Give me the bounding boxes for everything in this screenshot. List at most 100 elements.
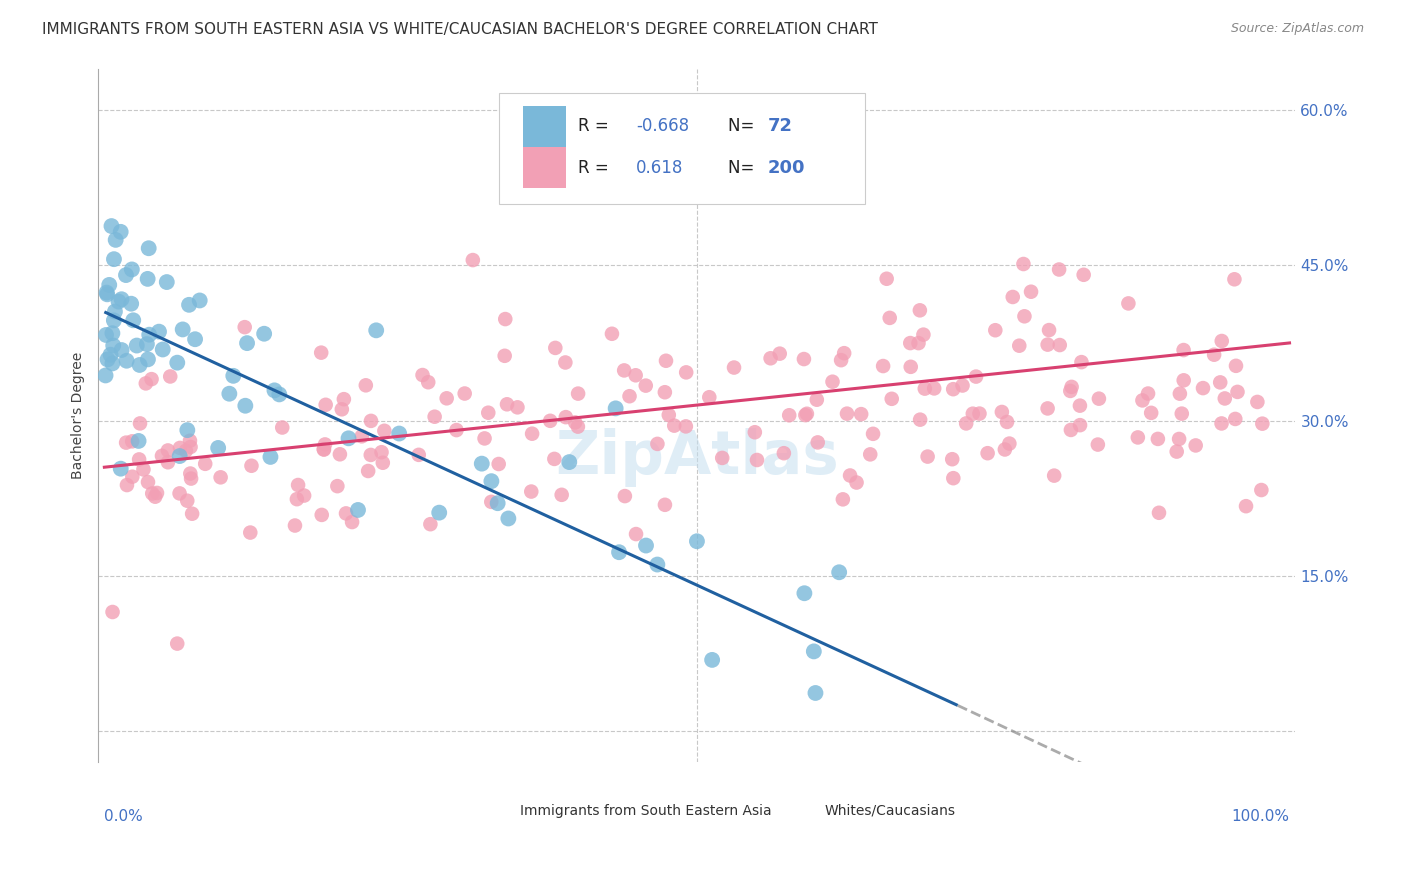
Text: IMMIGRANTS FROM SOUTH EASTERN ASIA VS WHITE/CAUCASIAN BACHELOR'S DEGREE CORRELAT: IMMIGRANTS FROM SOUTH EASTERN ASIA VS WH… (42, 22, 879, 37)
Point (436, 392, 458, 406)
Point (830, 353, 852, 368)
Point (969, 407, 991, 421)
Point (354, 378, 377, 392)
Point (141, 486, 163, 500)
Text: Whites/Caucasians: Whites/Caucasians (825, 804, 956, 818)
Point (605, 401, 627, 416)
Point (567, 419, 589, 434)
Point (110, 343, 132, 357)
Point (1147, 506, 1170, 520)
Point (188, 293, 211, 308)
Y-axis label: Bachelor's Degree: Bachelor's Degree (72, 351, 86, 479)
Point (150, 449, 173, 463)
Point (849, 407, 872, 421)
Point (125, 338, 148, 352)
Point (942, 382, 965, 396)
Text: 100.0%: 100.0% (1232, 809, 1289, 824)
Point (107, 294, 129, 309)
Point (839, 468, 862, 483)
Point (194, 457, 217, 471)
Point (236, 336, 259, 351)
Point (658, 408, 681, 422)
Point (1047, 262, 1070, 277)
Point (103, 338, 125, 352)
Point (907, 336, 929, 351)
Point (1001, 290, 1024, 304)
Point (914, 382, 936, 396)
Point (103, 313, 125, 327)
Point (564, 416, 586, 430)
Point (315, 398, 337, 412)
Point (176, 423, 198, 437)
Point (1225, 359, 1247, 373)
Point (179, 467, 201, 481)
Point (135, 376, 157, 391)
Point (1008, 339, 1031, 353)
Point (1184, 438, 1206, 452)
Point (314, 437, 336, 451)
Point (1140, 406, 1163, 420)
Point (166, 356, 188, 370)
Point (233, 399, 256, 413)
Point (471, 457, 494, 471)
Point (1173, 343, 1195, 357)
Point (1204, 348, 1226, 362)
Text: Source: ZipAtlas.com: Source: ZipAtlas.com (1230, 22, 1364, 36)
Point (1132, 393, 1154, 408)
Point (793, 586, 815, 600)
Point (965, 369, 987, 384)
Point (115, 268, 138, 282)
Point (146, 486, 169, 500)
Point (1211, 334, 1233, 348)
Point (1038, 323, 1060, 337)
Point (835, 407, 858, 421)
Point (912, 327, 935, 342)
Point (554, 355, 576, 369)
Point (769, 346, 792, 360)
Point (121, 262, 143, 277)
Point (129, 417, 152, 431)
Point (794, 408, 817, 422)
Point (908, 412, 931, 426)
Point (520, 426, 543, 441)
Point (1213, 392, 1236, 406)
Point (101, 605, 124, 619)
Point (1087, 437, 1109, 451)
Point (180, 440, 202, 454)
Point (101, 326, 124, 341)
Point (115, 353, 138, 368)
Point (121, 434, 143, 449)
Point (654, 385, 676, 400)
Point (156, 455, 179, 469)
Point (169, 449, 191, 463)
Point (156, 443, 179, 458)
Point (872, 359, 894, 373)
Point (607, 545, 630, 559)
Text: ZipAtlas: ZipAtlas (555, 427, 839, 486)
Point (613, 489, 636, 503)
FancyBboxPatch shape (523, 105, 567, 146)
Point (520, 484, 543, 499)
Point (239, 525, 262, 540)
Point (287, 478, 309, 492)
Point (180, 472, 202, 486)
Point (136, 272, 159, 286)
Point (1069, 399, 1091, 413)
Point (1049, 338, 1071, 352)
Point (942, 471, 965, 485)
Point (461, 253, 484, 268)
Point (110, 292, 132, 306)
Point (1171, 407, 1194, 421)
Text: -0.668: -0.668 (636, 117, 689, 135)
Text: R =: R = (578, 117, 614, 135)
Point (122, 313, 145, 327)
Point (832, 346, 855, 360)
Point (152, 343, 174, 357)
Point (285, 492, 308, 507)
FancyBboxPatch shape (499, 93, 865, 203)
Point (1251, 417, 1274, 431)
Point (370, 445, 392, 459)
Point (128, 358, 150, 372)
Text: Immigrants from South Eastern Asia: Immigrants from South Eastern Asia (520, 804, 772, 818)
FancyBboxPatch shape (778, 797, 820, 829)
